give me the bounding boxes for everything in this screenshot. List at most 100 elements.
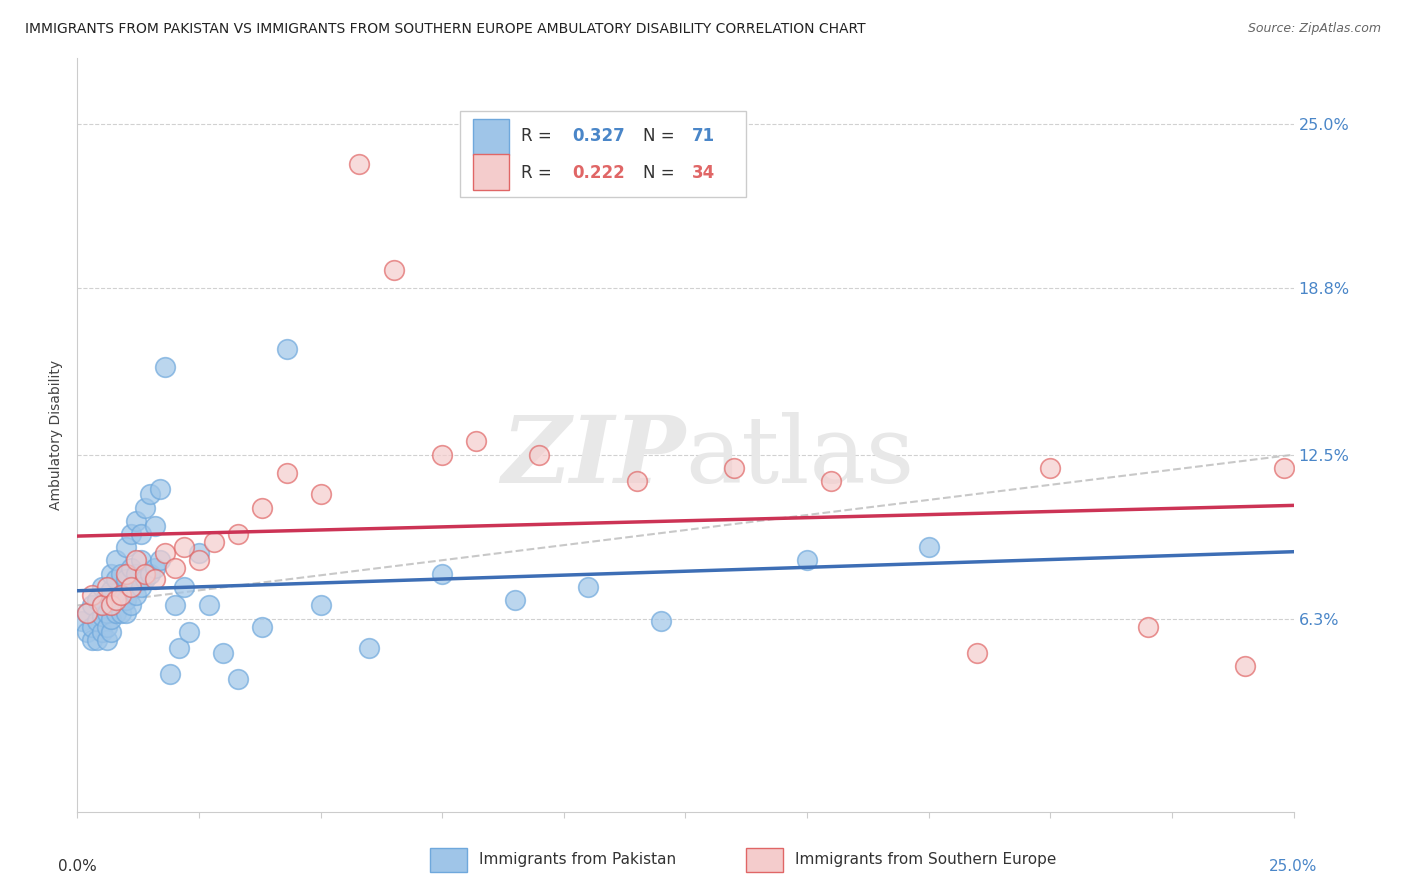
- Point: [1039, 461, 1062, 475]
- Point: [90, 599, 112, 613]
- Point: [153, 545, 176, 559]
- Text: Source: ZipAtlas.com: Source: ZipAtlas.com: [1247, 22, 1381, 36]
- Point: [576, 580, 599, 594]
- Point: [163, 561, 186, 575]
- Point: [276, 466, 298, 480]
- Point: [149, 482, 172, 496]
- Point: [110, 566, 132, 581]
- Point: [115, 566, 138, 581]
- Point: [76, 607, 98, 621]
- Point: [129, 580, 152, 594]
- Point: [105, 607, 128, 621]
- Point: [349, 157, 371, 171]
- Text: 34: 34: [692, 164, 714, 182]
- Point: [80, 632, 103, 647]
- Point: [80, 619, 103, 633]
- Point: [359, 640, 381, 655]
- Point: [100, 599, 122, 613]
- Point: [120, 527, 142, 541]
- Point: [125, 514, 148, 528]
- Point: [143, 572, 166, 586]
- Point: [430, 566, 453, 581]
- Point: [169, 640, 191, 655]
- Text: N =: N =: [643, 128, 679, 145]
- Point: [465, 434, 488, 449]
- Point: [100, 612, 122, 626]
- Point: [120, 580, 142, 594]
- Point: [529, 448, 551, 462]
- Point: [70, 615, 93, 629]
- Point: [820, 474, 842, 488]
- Point: [105, 572, 128, 586]
- Point: [188, 545, 211, 559]
- Text: atlas: atlas: [686, 412, 915, 502]
- Point: [105, 593, 128, 607]
- Point: [188, 553, 211, 567]
- Point: [120, 561, 142, 575]
- Point: [105, 553, 128, 567]
- Point: [86, 593, 108, 607]
- Point: [212, 646, 235, 660]
- Point: [723, 461, 745, 475]
- Y-axis label: Ambulatory Disability: Ambulatory Disability: [49, 359, 63, 510]
- Point: [382, 262, 405, 277]
- Point: [276, 342, 298, 356]
- Point: [129, 553, 152, 567]
- Point: [100, 582, 122, 597]
- Point: [309, 599, 332, 613]
- Point: [115, 572, 138, 586]
- Point: [96, 588, 118, 602]
- Text: 0.222: 0.222: [572, 164, 626, 182]
- Point: [125, 566, 148, 581]
- Point: [86, 615, 108, 629]
- Text: 0.0%: 0.0%: [58, 859, 97, 874]
- Point: [918, 541, 941, 555]
- Point: [80, 599, 103, 613]
- Point: [966, 646, 988, 660]
- Text: ZIP: ZIP: [501, 412, 686, 502]
- Point: [134, 566, 156, 581]
- Point: [226, 673, 249, 687]
- Point: [143, 561, 166, 575]
- Point: [90, 599, 112, 613]
- Point: [250, 500, 273, 515]
- FancyBboxPatch shape: [472, 119, 509, 155]
- Point: [143, 519, 166, 533]
- Point: [134, 572, 156, 586]
- Point: [179, 624, 201, 639]
- Point: [226, 527, 249, 541]
- Point: [80, 588, 103, 602]
- Text: Immigrants from Pakistan: Immigrants from Pakistan: [478, 852, 676, 867]
- Point: [134, 500, 156, 515]
- Point: [96, 619, 118, 633]
- Point: [503, 593, 526, 607]
- Point: [1272, 461, 1295, 475]
- Point: [76, 624, 98, 639]
- Point: [96, 607, 118, 621]
- Text: IMMIGRANTS FROM PAKISTAN VS IMMIGRANTS FROM SOUTHERN EUROPE AMBULATORY DISABILIT: IMMIGRANTS FROM PAKISTAN VS IMMIGRANTS F…: [25, 22, 866, 37]
- Point: [125, 553, 148, 567]
- Point: [650, 615, 672, 629]
- Point: [100, 566, 122, 581]
- FancyBboxPatch shape: [472, 153, 509, 190]
- Point: [76, 607, 98, 621]
- Point: [90, 580, 112, 594]
- Point: [1136, 619, 1159, 633]
- Point: [110, 588, 132, 602]
- Point: [139, 487, 162, 501]
- Point: [100, 624, 122, 639]
- Point: [163, 599, 186, 613]
- Point: [129, 527, 152, 541]
- Point: [110, 607, 132, 621]
- Point: [90, 624, 112, 639]
- Point: [86, 632, 108, 647]
- Point: [1233, 659, 1256, 673]
- Point: [120, 580, 142, 594]
- Point: [153, 360, 176, 375]
- Point: [626, 474, 648, 488]
- Point: [90, 609, 112, 624]
- Text: 25.0%: 25.0%: [1270, 859, 1317, 874]
- Point: [115, 607, 138, 621]
- Point: [115, 541, 138, 555]
- Point: [115, 593, 138, 607]
